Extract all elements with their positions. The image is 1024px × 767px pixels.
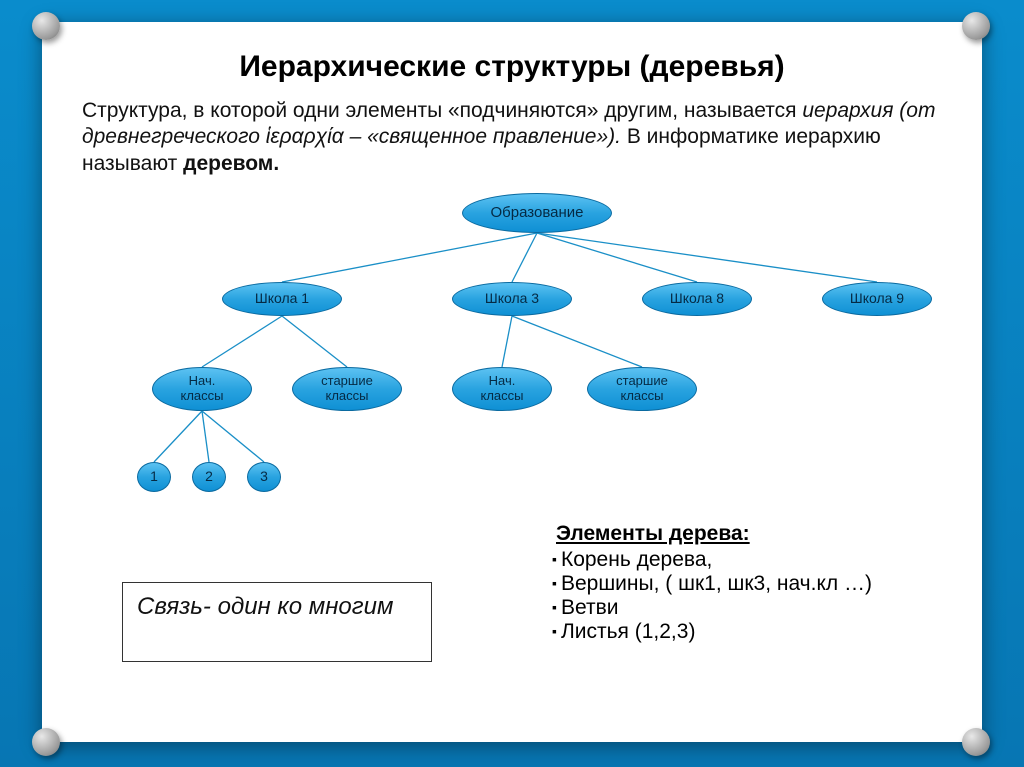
tree-edge <box>202 411 209 462</box>
slide-card: Иерархические структуры (деревья) Структ… <box>42 22 982 742</box>
elements-heading: Элементы дерева: <box>552 522 872 546</box>
tree-edge <box>154 411 202 462</box>
tree-edge <box>202 411 264 462</box>
elements-item: Вершины, ( шк1, шк3, нач.кл …) <box>552 572 872 596</box>
tree-node: 3 <box>247 462 281 492</box>
tree-diagram: Образование Школа 1 Школа 3 Школа 8 Школа 9 Н… <box>82 187 942 507</box>
pushpin-top-left <box>32 12 60 40</box>
elements-item: Корень дерева, <box>552 548 872 572</box>
tree-node: Школа 1 <box>222 282 342 316</box>
tree-edge <box>537 233 877 282</box>
tree-node: Школа 8 <box>642 282 752 316</box>
slide-title: Иерархические структуры (деревья) <box>82 50 942 84</box>
tree-node: 1 <box>137 462 171 492</box>
tree-edge <box>512 316 642 367</box>
tree-edge <box>512 233 537 282</box>
tree-node: Школа 9 <box>822 282 932 316</box>
tree-edge <box>202 316 282 367</box>
tree-edge <box>282 316 347 367</box>
tree-node: старшие классы <box>587 367 697 411</box>
tree-node: Нач. классы <box>452 367 552 411</box>
paragraph-text-1: Структура, в которой одни элементы «подч… <box>82 99 802 122</box>
relationship-callout: Связь- один ко многим <box>122 582 432 662</box>
tree-node: Школа 3 <box>452 282 572 316</box>
tree-edge <box>282 233 537 282</box>
pushpin-bottom-right <box>962 728 990 756</box>
elements-item: Ветви <box>552 596 872 620</box>
pushpin-top-right <box>962 12 990 40</box>
tree-node: старшие классы <box>292 367 402 411</box>
tree-node: Образование <box>462 193 612 233</box>
tree-edges-layer <box>82 187 942 507</box>
tree-edge <box>537 233 697 282</box>
elements-item: Листья (1,2,3) <box>552 620 872 644</box>
intro-paragraph: Структура, в которой одни элементы «подч… <box>82 98 942 177</box>
tree-edge <box>502 316 512 367</box>
tree-node: Нач. классы <box>152 367 252 411</box>
tree-elements-list: Элементы дерева: Корень дерева, Вершины,… <box>552 522 872 644</box>
pushpin-bottom-left <box>32 728 60 756</box>
tree-node: 2 <box>192 462 226 492</box>
paragraph-bold: деревом. <box>183 152 279 175</box>
